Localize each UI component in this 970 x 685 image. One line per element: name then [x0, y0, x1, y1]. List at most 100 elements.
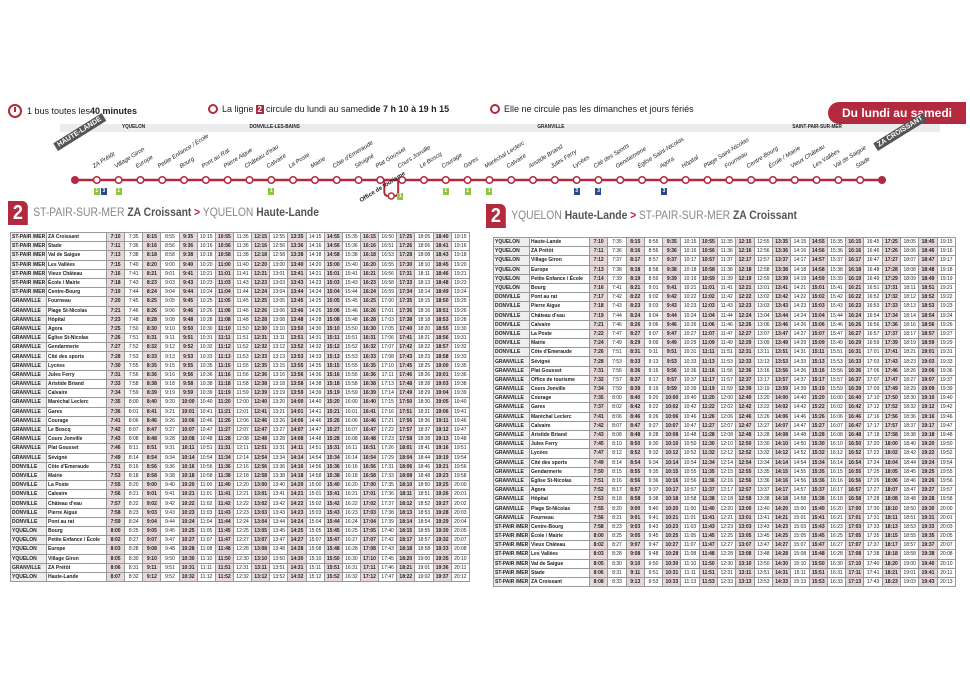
time-cell: 18:13: [414, 277, 434, 289]
time-cell: 7:59: [607, 383, 627, 395]
time-cell: 10:38: [196, 378, 216, 390]
time-cell: 14:20: [305, 259, 325, 270]
town-cell: YQUELON: [10, 553, 47, 564]
time-cell: 13:43: [771, 301, 792, 312]
time-cell: 16:16: [359, 241, 380, 252]
time-cell: 16:47: [359, 424, 380, 436]
time-cell: 13:34: [269, 452, 289, 463]
stop-dot: [812, 175, 821, 185]
town-cell: GRANVILLE: [493, 475, 530, 487]
time-cell: 8:08: [124, 434, 144, 445]
connection-line-badge: 1: [115, 188, 122, 195]
time-cell: 19:35: [918, 530, 938, 542]
connection-line-badge: 3: [573, 188, 580, 195]
stop-cell: Lycées: [529, 448, 590, 459]
time-cell: 17:26: [863, 475, 883, 487]
time-cell: 16:10: [826, 439, 847, 450]
time-cell: 13:44: [771, 310, 792, 321]
time-cell: 9:37: [662, 255, 682, 266]
time-cell: 8:00: [105, 525, 126, 537]
time-cell: 15:28: [808, 429, 828, 441]
town-cell: ST-PAIR /MER: [10, 268, 47, 279]
time-cell: 17:15: [378, 397, 398, 408]
time-cell: 17:24: [863, 457, 883, 468]
time-cell: 14:56: [323, 241, 343, 252]
time-cell: 11:50: [214, 553, 234, 564]
time-cell: 17:26: [378, 443, 398, 454]
time-cell: 18:41: [414, 443, 434, 454]
time-cell: 9:43: [643, 521, 664, 533]
time-cell: 15:34: [323, 452, 343, 463]
time-cell: 18:22: [396, 571, 416, 583]
time-cell: 20:00: [936, 503, 957, 514]
connection-line-badge: 1: [442, 188, 449, 195]
time-cell: 19:40: [450, 397, 471, 408]
time-cell: 17:28: [863, 494, 883, 505]
time-cell: 13:30: [753, 439, 773, 450]
town-cell: DONVILLE: [493, 301, 530, 312]
table-row: GRANVILLE Jules Ferry 7:31 7:56 8:36 9:16 9:56…: [10, 369, 471, 381]
time-cell: 11:38: [717, 264, 737, 275]
time-cell: 11:42: [717, 292, 737, 303]
town-cell: ST-PAIR /MER: [493, 567, 530, 578]
time-cell: 16:00: [341, 397, 361, 408]
time-cell: 16:25: [341, 525, 361, 537]
table-row: GRANVILLE Aristide Briand 7:43 8:08 8:48 9:28…: [493, 429, 957, 441]
time-cell: 8:56: [160, 241, 180, 252]
time-cell: 17:10: [378, 360, 398, 371]
time-cell: 15:03: [305, 507, 325, 518]
time-cell: 16:18: [845, 264, 865, 275]
stop-cell: ZA Prétôt: [529, 246, 590, 257]
time-cell: 16:26: [845, 319, 865, 330]
time-cell: 7:49: [607, 338, 627, 349]
time-cell: 10:23: [662, 521, 682, 533]
time-cell: 9:52: [160, 571, 180, 583]
time-cell: 18:56: [918, 319, 938, 330]
time-cell: 19:06: [432, 406, 452, 417]
time-cell: 17:33: [863, 521, 883, 533]
time-cell: 9:56: [662, 365, 682, 376]
time-cell: 18:48: [918, 264, 938, 275]
time-cell: 15:59: [341, 388, 361, 399]
stop-cell: Fourneau: [529, 512, 590, 523]
time-cell: 8:30: [142, 323, 162, 335]
time-cell: 17:49: [881, 383, 902, 395]
time-cell: 13:00: [735, 503, 755, 514]
time-cell: 10:31: [178, 562, 198, 573]
stop-cell: Calvaire: [529, 319, 590, 330]
time-cell: 8:31: [142, 333, 162, 344]
time-cell: 11:00: [214, 259, 234, 270]
time-cell: 18:38: [414, 434, 434, 445]
time-cell: 8:55: [625, 466, 645, 477]
table-row: DONVILLE Pierre Aigue 7:18 7:43 8:23 9:03 9:43…: [493, 301, 957, 312]
time-cell: 13:41: [287, 268, 307, 279]
stop-cell: Centre-Bourg: [529, 521, 590, 533]
time-cell: 7:47: [588, 448, 609, 459]
time-cell: 12:38: [251, 378, 271, 390]
time-cell: 8:06: [124, 415, 144, 426]
time-cell: 14:37: [790, 374, 810, 386]
time-cell: 10:16: [196, 241, 216, 252]
time-cell: 17:01: [863, 347, 883, 358]
time-cell: 13:53: [287, 351, 307, 362]
stop-cell: Église St-Nicolas: [529, 475, 590, 487]
stop-dot: [747, 175, 756, 185]
time-cell: 16:53: [378, 250, 398, 261]
time-cell: 19:22: [936, 292, 957, 303]
stop-cell: Église St-Nicolas: [46, 333, 107, 344]
time-cell: 9:32: [643, 448, 664, 459]
time-cell: 15:13: [808, 356, 828, 367]
time-cell: 15:26: [808, 411, 828, 422]
time-cell: 14:39: [790, 383, 810, 395]
time-cell: 8:33: [625, 356, 645, 367]
time-cell: 12:18: [232, 470, 253, 482]
time-cell: 15:45: [341, 296, 361, 307]
time-cell: 18:45: [900, 466, 920, 477]
table-row: GRANVILLE Aristide Briand 7:33 7:58 8:38 9:18…: [10, 378, 471, 390]
time-cell: 10:16: [680, 246, 700, 257]
time-cell: 9:41: [178, 268, 198, 279]
time-cell: 8:47: [142, 424, 162, 436]
time-cell: 10:56: [698, 246, 719, 257]
time-cell: 18:36: [414, 415, 434, 426]
table-row: GRANVILLE Église St-Nicolas 7:51 8:16 8:56 9:…: [493, 475, 957, 487]
